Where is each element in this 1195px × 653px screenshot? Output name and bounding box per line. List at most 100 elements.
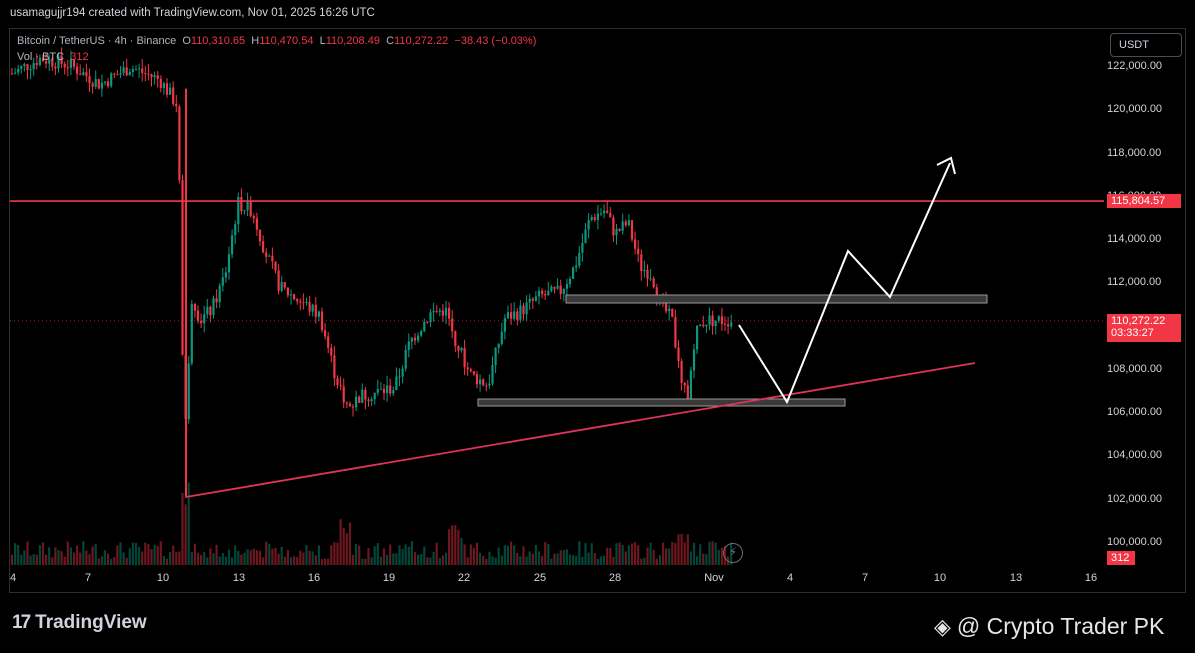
volume-bar: [627, 545, 630, 565]
candle-body: [271, 255, 274, 262]
candle-body: [714, 320, 717, 327]
volume-bar: [503, 545, 506, 565]
candle-body: [494, 347, 497, 365]
volume-bar: [159, 541, 162, 565]
volume-bar: [367, 548, 370, 565]
time-tick-label: 22: [457, 572, 471, 584]
candle-body: [258, 229, 262, 242]
volume-bar: [637, 545, 640, 565]
volume-bar: [516, 552, 519, 565]
volume-bar: [565, 549, 568, 565]
volume-bar: [63, 556, 66, 565]
candle-body: [296, 299, 299, 302]
candle-body: [190, 303, 193, 364]
candle-body: [193, 303, 196, 311]
volume-bar: [482, 555, 485, 565]
volume-bar: [305, 544, 308, 565]
volume-bar: [187, 482, 190, 565]
volume-bar: [212, 553, 215, 565]
volume-bar: [100, 556, 103, 565]
candle-body: [407, 341, 410, 351]
candle-body: [299, 301, 302, 303]
volume-bar: [88, 554, 91, 565]
volume-bar: [14, 543, 17, 565]
interval[interactable]: 4h: [114, 35, 127, 47]
volume-bar: [460, 537, 463, 565]
demand-zone[interactable]: [477, 398, 846, 407]
volume-bar: [162, 555, 165, 565]
volume-bar: [479, 552, 482, 565]
volume-bar: [547, 544, 550, 565]
candle-body: [82, 72, 85, 75]
candle-body: [10, 73, 14, 75]
volume-bar: [562, 550, 565, 565]
volume-bar: [10, 554, 14, 565]
projected-path[interactable]: [738, 162, 951, 405]
candle-body: [652, 278, 655, 288]
time-tick-label: 19: [382, 572, 396, 584]
candle-body: [187, 363, 190, 420]
volume-bar: [231, 557, 234, 565]
volume-bar: [336, 542, 339, 565]
currency-button[interactable]: USDT: [1110, 33, 1182, 57]
volume-bar: [386, 554, 389, 565]
volume-bar: [444, 552, 448, 565]
volume-bar: [417, 554, 420, 565]
volume-bar: [466, 557, 469, 565]
candle-body: [389, 385, 392, 394]
candle-body: [280, 281, 283, 291]
volume-bar: [584, 543, 587, 565]
candle-body: [305, 301, 308, 303]
candle-body: [438, 310, 441, 312]
volume-bar: [618, 542, 621, 565]
candle-body: [472, 371, 475, 375]
time-tick-label: 7: [84, 572, 92, 584]
candle-body: [286, 287, 289, 296]
candle-body: [14, 72, 17, 74]
candle-body: [76, 66, 79, 74]
volume-bar: [317, 545, 320, 565]
volume-bar: [407, 546, 410, 565]
candle-body: [227, 254, 231, 273]
volume-bar: [389, 544, 392, 565]
candle-body: [382, 388, 386, 394]
volume-label[interactable]: Vol · BTC: [17, 51, 65, 63]
candle-body: [491, 364, 494, 384]
candle-body: [565, 284, 568, 289]
candle-body: [237, 197, 240, 225]
candle-body: [181, 180, 184, 355]
candle-body: [534, 296, 537, 301]
symbol-name[interactable]: Bitcoin / TetherUS: [17, 35, 105, 47]
volume-bar: [255, 550, 258, 565]
candle-body: [596, 213, 599, 220]
low-value: 110,208.49: [325, 35, 380, 47]
volume-bar: [674, 542, 677, 565]
candle-body: [370, 399, 373, 402]
volume-bar: [720, 547, 723, 565]
volume-bar: [286, 550, 289, 565]
candle-body: [156, 75, 159, 79]
supply-zone[interactable]: [565, 294, 988, 304]
volume-bar: [348, 522, 351, 565]
volume-bar: [110, 558, 113, 565]
price-tick-label: 118,000.00: [1107, 146, 1162, 159]
volume-bar: [370, 557, 373, 565]
chart-frame[interactable]: [9, 28, 1186, 593]
volume-bar: [351, 554, 355, 565]
price-tick-label: 108,000.00: [1107, 362, 1163, 375]
volume-bar: [218, 556, 221, 565]
candle-body: [686, 385, 689, 402]
candle-body: [640, 254, 643, 272]
lightning-icon[interactable]: ⚡: [723, 543, 743, 563]
arrowhead-icon[interactable]: [936, 156, 956, 175]
ascending-trendline[interactable]: [185, 362, 976, 498]
volume-bar: [190, 551, 193, 565]
candle-body: [144, 72, 147, 74]
volume-bar: [630, 543, 634, 565]
candle-body: [57, 55, 60, 69]
time-tick-label: 28: [608, 572, 622, 584]
volume-bar: [227, 549, 231, 565]
price-tick-label: 112,000.00: [1107, 276, 1162, 289]
close-value: 110,272.22: [394, 35, 449, 47]
